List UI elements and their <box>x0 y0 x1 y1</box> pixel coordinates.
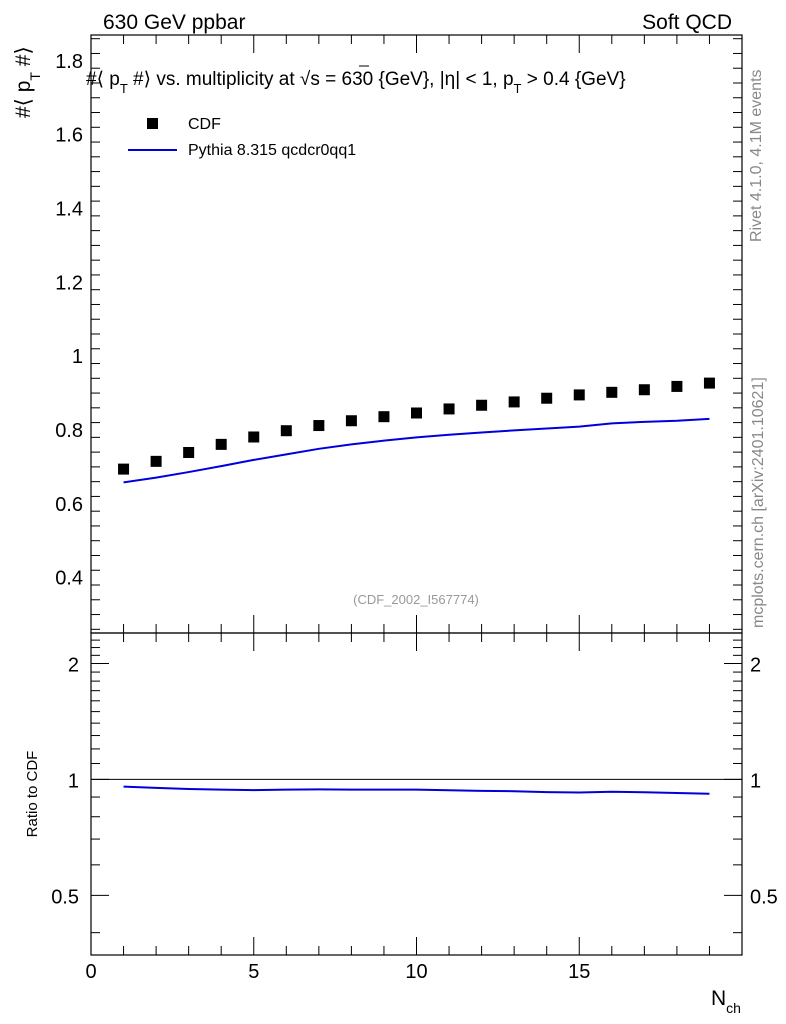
ratio-y-axis: 0.5 0.5 1 1 2 2 <box>51 639 778 934</box>
ratio-panel-frame <box>90 632 743 956</box>
ratio-y-tick-label-right: 1 <box>750 770 761 792</box>
y-tick-label: 0.4 <box>55 568 83 590</box>
x-tick-label: 5 <box>248 961 259 983</box>
cdf-point <box>443 403 455 415</box>
cdf-point <box>215 438 227 450</box>
ratio-y-tick-label: 2 <box>68 654 79 676</box>
mcplots-label: mcplots.cern.ch [arXiv:2401.10621] <box>750 377 767 628</box>
header-right: Soft QCD <box>642 11 732 34</box>
cdf-point <box>411 407 422 419</box>
x-tick-label: 10 <box>405 961 427 983</box>
ratio-x-axis: 0 5 10 15 <box>85 633 710 983</box>
chart-title: #⟨ pT #⟩ vs. multiplicity at √s = 630 {G… <box>86 69 626 96</box>
ratio-y-tick-label-right: 2 <box>750 654 761 676</box>
legend-cdf-label: CDF <box>188 116 221 133</box>
cdf-point <box>573 389 585 401</box>
pythia-line <box>123 417 710 484</box>
y-tick-label: 0.8 <box>55 420 83 442</box>
pythia-series <box>123 417 710 484</box>
y-tick-label: 1.8 <box>55 51 83 73</box>
cdf-point <box>508 396 520 408</box>
ratio-line <box>123 785 710 795</box>
ratio-y-tick-label: 0.5 <box>51 886 79 908</box>
cdf-point <box>703 377 715 389</box>
cdf-point <box>280 425 292 437</box>
x-tick-label: 15 <box>568 961 590 983</box>
cdf-series <box>118 377 715 475</box>
x-axis-label: Nch <box>711 987 741 1016</box>
legend: CDF Pythia 8.315 qcdcr0qq1 <box>128 116 356 159</box>
cdf-point <box>345 415 357 427</box>
main-y-axis-label: #⟨ pT #⟩ <box>12 46 43 118</box>
cdf-point <box>150 455 162 467</box>
header-left: 630 GeV ppbar <box>103 11 245 34</box>
ratio-y-tick-label-right: 0.5 <box>750 886 778 908</box>
cdf-point <box>118 463 130 475</box>
ratio-series <box>123 785 710 795</box>
rivet-version-label: Rivet 4.1.0, 4.1M events <box>748 69 765 242</box>
cdf-point <box>313 420 325 432</box>
main-x-axis <box>90 35 710 633</box>
cdf-point <box>671 380 683 392</box>
main-y-axis: 0.4 0.6 0.8 1 1.2 1.4 1.6 1.8 <box>55 38 742 630</box>
ratio-y-axis-label: Ratio to CDF <box>24 751 41 838</box>
cdf-point <box>606 386 618 398</box>
cdf-point <box>476 399 488 411</box>
analysis-watermark: (CDF_2002_I567774) <box>353 592 479 607</box>
y-tick-label: 1.4 <box>55 198 83 220</box>
ratio-y-tick-label: 1 <box>68 770 79 792</box>
legend-pythia-label: Pythia 8.315 qcdcr0qq1 <box>188 142 356 159</box>
cdf-point <box>248 431 260 443</box>
y-tick-label: 1.2 <box>55 272 83 294</box>
y-tick-label: 1 <box>72 346 83 368</box>
cdf-point <box>541 392 553 404</box>
x-tick-label: 0 <box>85 961 96 983</box>
cdf-point <box>638 384 650 396</box>
cdf-point <box>183 446 195 458</box>
y-tick-label: 1.6 <box>55 125 83 147</box>
legend-cdf-marker <box>147 118 158 129</box>
y-tick-label: 0.6 <box>55 494 83 516</box>
cdf-point <box>378 411 390 423</box>
